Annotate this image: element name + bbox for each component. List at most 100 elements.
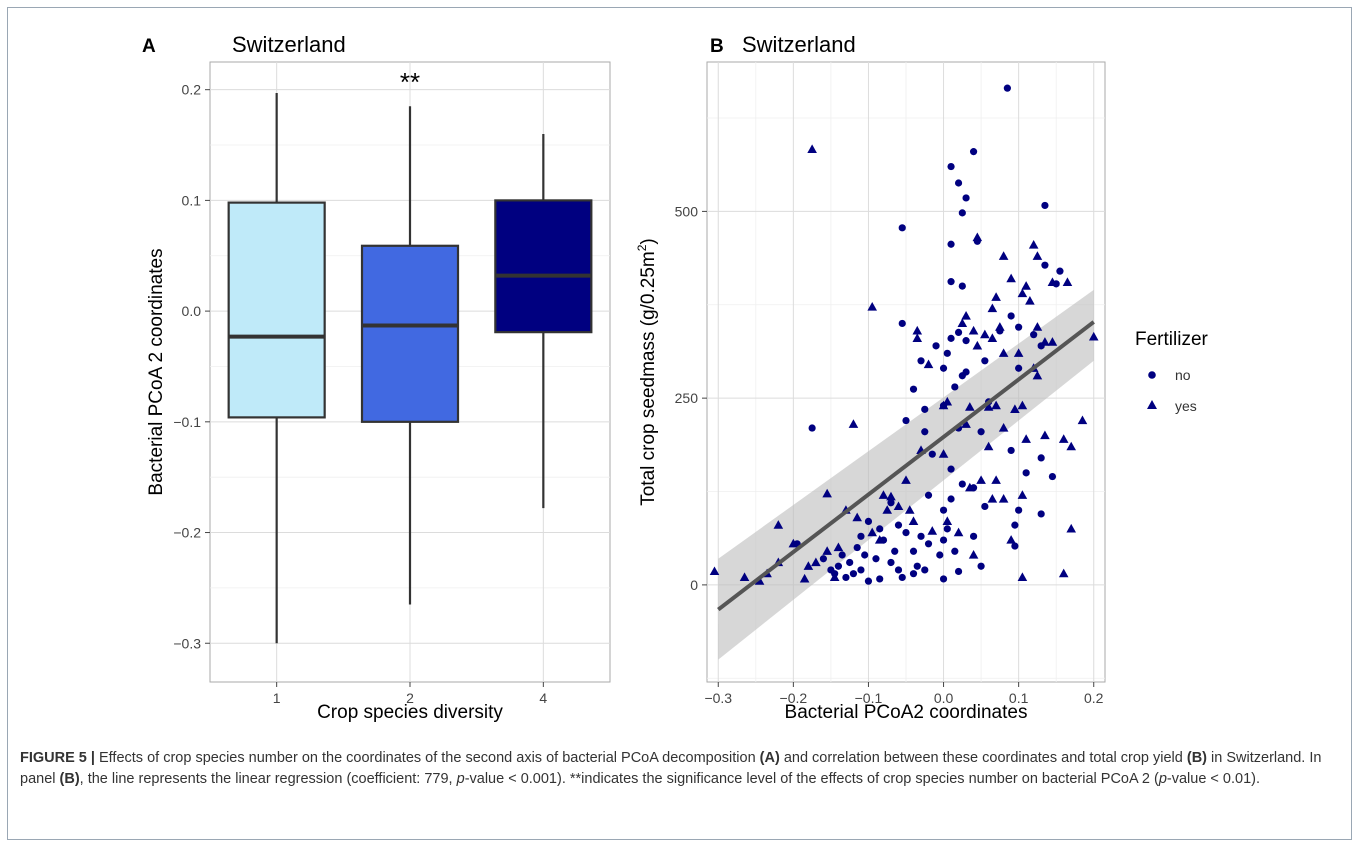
point-yes: [1040, 430, 1050, 440]
legend: Fertilizer no yes: [1135, 329, 1209, 414]
point-no: [969, 532, 978, 540]
point-no: [917, 532, 925, 540]
point-yes: [995, 322, 1005, 331]
point-no: [947, 278, 955, 286]
x-tick-label: 0.0: [934, 690, 954, 706]
panel-b: B Switzerland 0 250 500 −0.3 −0.2 −0.1 0.0 0.1…: [635, 32, 1209, 723]
point-yes: [867, 527, 878, 537]
point-no: [842, 573, 850, 582]
point-no: [894, 521, 903, 529]
point-yes: [1021, 281, 1031, 290]
point-no: [876, 525, 884, 533]
point-yes: [1047, 337, 1058, 346]
point-no: [921, 405, 929, 413]
point-no: [834, 562, 843, 570]
x-tick-label: −0.1: [855, 690, 883, 706]
point-no: [943, 349, 951, 357]
figure-frame: [7, 7, 1352, 840]
point-yes: [739, 572, 750, 582]
point-yes: [991, 292, 1001, 301]
point-no: [958, 282, 966, 290]
point-yes: [822, 488, 832, 498]
point-yes: [1032, 322, 1043, 331]
point-yes: [1032, 370, 1043, 380]
point-yes: [852, 512, 862, 522]
panel-b-title: Switzerland: [742, 32, 856, 57]
panel-b-y-ticks: 0 250 500: [675, 203, 707, 593]
point-no: [902, 416, 910, 425]
point-no: [936, 551, 944, 559]
point-yes: [987, 303, 998, 313]
point-no: [872, 555, 880, 563]
panel-b-regression: [717, 320, 1095, 612]
point-yes: [822, 546, 832, 555]
point-yes: [987, 333, 998, 342]
point-no: [981, 502, 989, 511]
panel-b-y-axis-label-sup: 2: [635, 244, 649, 251]
significance-annotation: **: [400, 67, 420, 97]
point-no: [898, 319, 906, 328]
point-yes: [1006, 535, 1016, 544]
legend-entry-yes: yes: [1175, 398, 1197, 414]
point-yes: [874, 535, 885, 544]
point-yes: [965, 482, 975, 492]
point-no: [1037, 510, 1045, 518]
point-no: [943, 525, 951, 533]
point-no: [939, 364, 948, 372]
point-yes: [942, 396, 953, 406]
caption-text-3: in Switzerland. In panel: [20, 750, 1322, 787]
caption-text-2: and correlation between these coordinate…: [779, 750, 1187, 766]
point-yes: [991, 400, 1001, 410]
point-no: [969, 148, 978, 156]
point-no: [857, 566, 865, 574]
point-yes: [1088, 331, 1099, 341]
point-no: [962, 368, 970, 376]
x-tick-label: 1: [273, 690, 281, 706]
point-no: [1048, 472, 1057, 481]
panel-b-y-axis-label: Total crop seedmass (g/0.25m2): [635, 238, 659, 506]
point-no: [917, 357, 925, 365]
point-yes: [833, 542, 844, 552]
panel-b-x-axis-label: Bacterial PCoA2 coordinates: [785, 702, 1028, 723]
point-yes: [1040, 337, 1050, 346]
x-tick-label: 0.1: [1009, 690, 1029, 706]
point-yes: [965, 402, 975, 411]
x-tick-label: 2: [406, 690, 414, 706]
point-no: [857, 532, 865, 540]
x-tick-label: −0.3: [704, 690, 732, 706]
point-no: [962, 337, 970, 345]
point-no: [864, 577, 873, 585]
point-yes: [998, 423, 1009, 432]
point-no: [913, 562, 921, 570]
y-tick-label: −0.1: [173, 414, 201, 430]
point-no: [909, 570, 918, 578]
point-yes: [1010, 404, 1020, 413]
point-yes: [807, 144, 817, 153]
y-tick-label: −0.2: [173, 525, 201, 541]
box-1: [227, 201, 326, 419]
caption-ref-a: (A): [759, 750, 780, 766]
point-no: [924, 540, 933, 548]
point-no: [947, 465, 955, 473]
caption-p-2: p: [1158, 771, 1167, 787]
point-yes: [1028, 240, 1039, 249]
point-yes: [998, 493, 1009, 503]
point-no: [864, 517, 873, 525]
panel-b-y-axis-label-end: ): [638, 238, 659, 244]
panel-a-letter: A: [142, 36, 156, 57]
point-no: [1011, 542, 1019, 550]
point-no: [909, 385, 918, 393]
point-yes: [972, 340, 983, 350]
figure-caption: FIGURE 5 | Effects of crop species numbe…: [20, 748, 1340, 790]
point-no: [1003, 84, 1011, 92]
point-yes: [811, 557, 821, 567]
point-yes: [961, 310, 971, 320]
point-yes: [998, 251, 1009, 260]
point-no: [962, 194, 970, 202]
point-yes: [867, 302, 878, 311]
point-no: [846, 558, 854, 567]
point-no: [921, 428, 929, 436]
point-yes: [1066, 441, 1077, 451]
caption-p-1: p: [456, 771, 465, 787]
point-no: [808, 424, 816, 432]
